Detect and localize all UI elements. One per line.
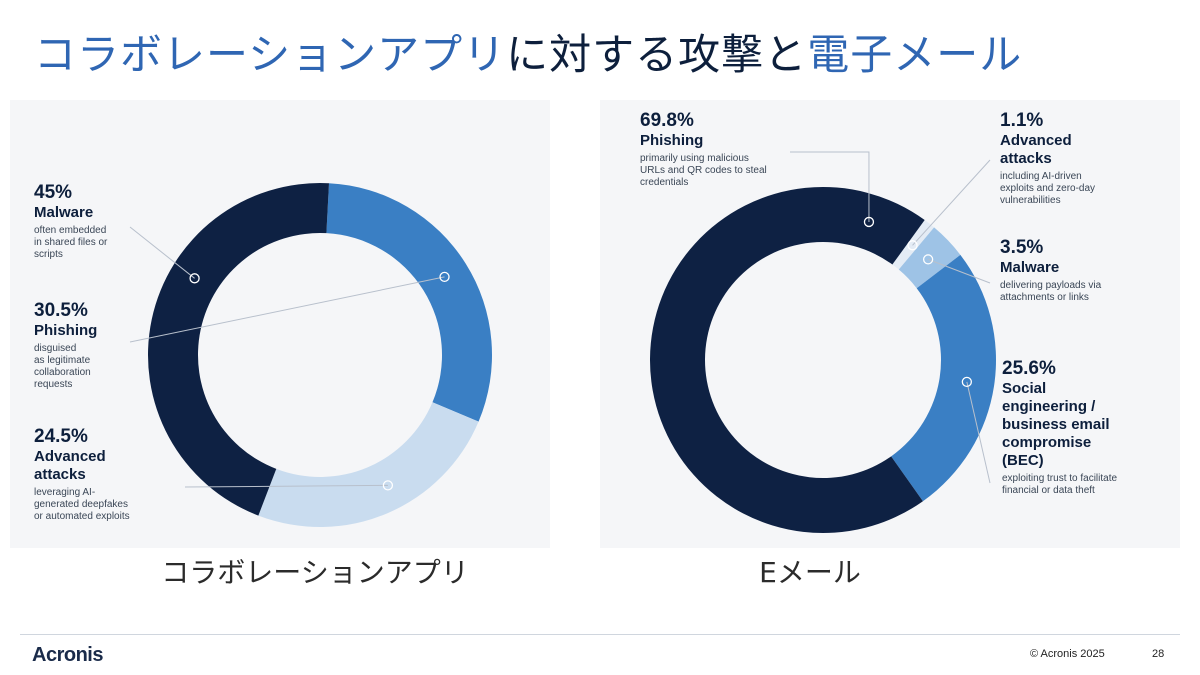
donut-1-leader-3	[966, 381, 991, 484]
email-bec-percent: 25.6%	[1002, 358, 1056, 379]
email-malware-name: Malware	[1000, 259, 1060, 276]
email-phishing-desc: primarily using malicious URLs and QR co…	[640, 153, 767, 188]
title-part-middle: に対する攻撃と	[506, 30, 808, 79]
copyright-text: © Acronis 2025	[1030, 648, 1105, 660]
collab-advanced-percent: 24.5%	[34, 426, 88, 447]
donut-1-leader-2	[927, 258, 991, 284]
collab-malware-name: Malware	[34, 204, 94, 221]
donut-0-marker-2	[382, 480, 394, 491]
email-advanced-desc: including AI-driven exploits and zero-da…	[1000, 171, 1096, 206]
donut-1-marker-3	[961, 376, 972, 388]
collab-malware-percent: 45%	[34, 182, 73, 203]
donut-0-leader-0	[129, 226, 195, 279]
email-advanced-percent: 1.1%	[1000, 110, 1044, 131]
donut-0-leader-2	[184, 484, 388, 488]
donut-0-marker-1	[439, 271, 450, 283]
collab-advanced-name: Advanced attacks	[34, 448, 106, 483]
donut-0-slice-1	[326, 183, 492, 422]
donut-1-marker-0	[863, 216, 875, 228]
donut-0-marker-0	[189, 273, 200, 284]
collab-label-advanced: 24.5% Advanced attacks leveraging AI- ge…	[34, 426, 164, 523]
collab-phishing-percent: 30.5%	[34, 300, 88, 321]
collab-label-phishing: 30.5% Phishing disguised as legitimate c…	[34, 300, 154, 391]
email-label-malware: 3.5% Malware delivering payloads via att…	[1000, 237, 1150, 304]
email-malware-desc: delivering payloads via attachments or l…	[1000, 280, 1102, 303]
donut-1-leader-1	[912, 159, 991, 246]
title-part-email: 電子メール	[807, 30, 1023, 79]
email-malware-percent: 3.5%	[1000, 237, 1044, 258]
slide-title: コラボレーションアプリに対する攻撃と電子メール	[34, 30, 1022, 80]
email-advanced-name: Advanced attacks	[1000, 132, 1072, 167]
page-number: 28	[1152, 648, 1165, 660]
email-chart-caption: Eメール	[759, 556, 861, 589]
email-label-advanced: 1.1% Advanced attacks including AI-drive…	[1000, 110, 1150, 207]
collab-label-malware: 45% Malware often embedded in shared fil…	[34, 182, 154, 261]
email-phishing-percent: 69.8%	[640, 110, 694, 131]
collab-malware-desc: often embedded in shared files or script…	[34, 225, 108, 260]
donut-0-leader-1	[129, 276, 445, 343]
collab-chart-caption: コラボレーションアプリ	[161, 556, 469, 589]
donut-0-slice-2	[258, 402, 479, 527]
email-bec-desc: exploiting trust to facilitate financial…	[1002, 473, 1118, 496]
donut-1-slice-0	[649, 187, 925, 534]
title-part-collab: コラボレーションアプリ	[34, 30, 507, 79]
donut-1-slice-3	[891, 254, 996, 502]
donut-1-marker-1	[907, 240, 918, 251]
acronis-logo: Acronis	[32, 644, 103, 666]
donut-1-marker-2	[922, 254, 934, 265]
email-label-bec: 25.6% Social engineering / business emai…	[1002, 358, 1162, 497]
collab-phishing-desc: disguised as legitimate collaboration re…	[34, 343, 91, 390]
donut-1-slice-2	[898, 227, 961, 289]
donut-1-leader-0	[790, 151, 870, 222]
email-phishing-name: Phishing	[640, 132, 704, 149]
collab-advanced-desc: leveraging AI- generated deepfakes or au…	[34, 487, 130, 522]
email-label-phishing: 69.8% Phishing primarily using malicious…	[640, 110, 810, 189]
donut-0-slice-0	[148, 183, 330, 516]
collab-phishing-name: Phishing	[34, 322, 98, 339]
email-bec-name: Social engineering / business email comp…	[1002, 380, 1110, 469]
footer-divider	[20, 634, 1180, 635]
